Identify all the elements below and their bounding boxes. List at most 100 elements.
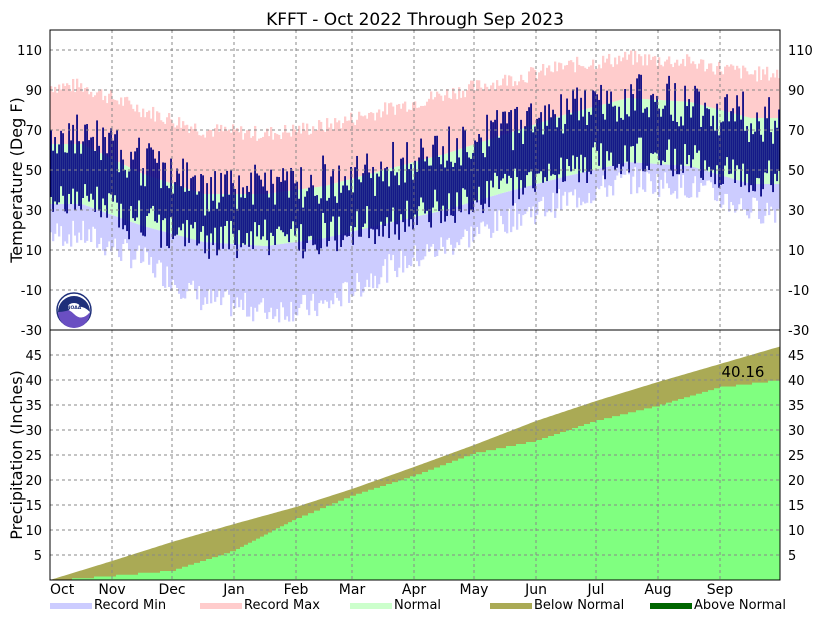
record-max-bar: [650, 59, 653, 100]
record-min-bar: [214, 242, 217, 302]
record-max-bar: [264, 132, 267, 194]
record-max-bar: [256, 140, 259, 194]
record-max-bar: [210, 130, 213, 194]
observed-temp-bar: [296, 181, 298, 229]
record-min-bar: [78, 204, 81, 233]
record-min-bar: [228, 243, 231, 295]
observed-temp-bar: [702, 115, 704, 180]
record-max-bar: [126, 96, 129, 167]
observed-temp-bar: [254, 164, 256, 223]
record-min-bar: [260, 245, 263, 303]
observed-temp-bar: [420, 138, 422, 198]
observed-temp-bar: [134, 151, 136, 221]
observed-temp-bar: [80, 153, 82, 211]
temp-tick-label-left: 110: [17, 44, 42, 59]
observed-temp-bar: [370, 178, 372, 229]
observed-temp-bar: [466, 152, 468, 197]
record-min-bar: [150, 228, 153, 258]
record-min-bar: [402, 219, 405, 273]
observed-temp-bar: [716, 103, 718, 166]
observed-temp-bar: [598, 99, 600, 166]
observed-temp-bar: [532, 132, 534, 189]
record-max-bar: [358, 111, 361, 177]
record-min-bar: [676, 165, 679, 199]
observed-temp-bar: [188, 190, 190, 243]
record-max-bar: [568, 60, 571, 114]
month-tick-label: Mar: [339, 582, 366, 598]
record-min-bar: [212, 242, 215, 291]
record-min-bar: [258, 245, 261, 305]
observed-temp-bar: [236, 208, 238, 259]
month-tick-label: Sep: [707, 582, 734, 598]
record-min-bar: [114, 215, 117, 239]
record-max-bar: [328, 127, 331, 185]
observed-temp-bar: [508, 112, 510, 176]
legend-label-record-max: Record Max: [244, 598, 320, 613]
record-max-bar: [626, 59, 629, 99]
record-min-bar: [58, 204, 61, 237]
record-max-bar: [666, 59, 669, 101]
record-min-bar: [636, 162, 639, 194]
observed-temp-bar: [246, 185, 248, 234]
record-min-bar: [550, 180, 553, 213]
month-tick-label: Jun: [524, 582, 547, 598]
record-min-bar: [170, 233, 173, 291]
observed-temp-bar: [398, 185, 400, 240]
observed-temp-bar: [730, 111, 732, 174]
record-max-bar: [464, 97, 467, 148]
record-min-bar: [420, 215, 423, 261]
observed-temp-bar: [548, 104, 550, 164]
observed-temp-bar: [486, 114, 488, 182]
observed-temp-bar: [720, 122, 722, 185]
observed-temp-bar: [552, 109, 554, 175]
record-min-bar: [76, 204, 79, 243]
record-min-bar: [312, 239, 315, 294]
record-max-bar: [136, 104, 139, 172]
record-max-bar: [758, 66, 761, 118]
observed-temp-bar: [762, 141, 764, 190]
observed-temp-bar: [284, 180, 286, 237]
record-min-bar: [334, 235, 337, 294]
record-max-bar: [84, 88, 87, 146]
observed-temp-bar: [210, 177, 212, 234]
record-max-bar: [530, 67, 533, 126]
record-min-bar: [498, 194, 501, 211]
record-max-bar: [352, 122, 355, 179]
record-min-bar: [744, 182, 747, 210]
record-max-bar: [232, 124, 235, 194]
record-max-bar: [228, 129, 231, 194]
precip-tick-label-right: 20: [788, 474, 805, 489]
legend-label-below-normal: Below Normal: [534, 598, 624, 613]
observed-temp-bar: [734, 121, 736, 183]
record-min-bar: [526, 186, 529, 212]
record-max-bar: [290, 136, 293, 191]
record-max-bar: [298, 125, 301, 190]
record-min-bar: [638, 162, 641, 188]
record-min-bar: [288, 242, 291, 322]
record-max-bar: [700, 59, 703, 105]
record-max-bar: [196, 131, 199, 192]
record-min-bar: [414, 216, 417, 246]
record-min-bar: [542, 182, 545, 197]
record-min-bar: [548, 180, 551, 211]
record-max-bar: [762, 69, 765, 118]
record-min-bar: [760, 184, 763, 224]
record-min-bar: [308, 240, 311, 316]
observed-temp-bar: [538, 117, 540, 174]
observed-temp-bar: [494, 119, 496, 173]
record-min-bar: [714, 173, 717, 201]
observed-temp-bar: [290, 167, 292, 229]
record-min-bar: [722, 175, 725, 205]
record-max-bar: [444, 95, 447, 154]
precip-tick-label-right: 15: [788, 499, 805, 514]
observed-temp-bar: [110, 128, 112, 195]
record-min-bar: [650, 163, 653, 182]
observed-temp-bar: [200, 173, 202, 232]
record-min-bar: [748, 183, 751, 219]
record-max-bar: [132, 108, 135, 170]
record-max-bar: [368, 112, 371, 175]
record-max-bar: [608, 53, 611, 103]
observed-temp-bar: [570, 114, 572, 172]
observed-temp-bar: [422, 147, 424, 203]
observed-temp-bar: [288, 197, 290, 243]
